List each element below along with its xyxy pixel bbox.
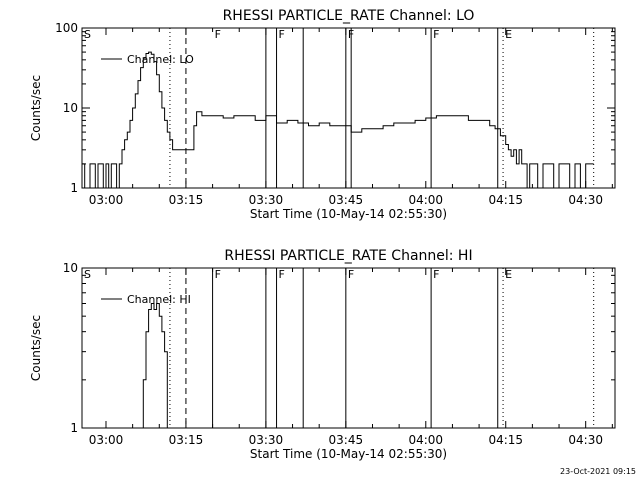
chart-title: RHESSI PARTICLE_RATE Channel: LO [223,8,475,24]
flag-label: F [279,28,285,41]
event-markers [169,268,595,428]
x-axis-title: Start Time (10-May-14 02:55:30) [250,207,447,221]
flag-label: S [84,268,91,281]
plot-frame [81,267,616,429]
flag-label: E [505,268,512,281]
series-line-1 [140,303,170,429]
y-axis-title: Counts/sec [29,75,43,141]
flag-label: F [433,268,439,281]
x-tick-label: 04:30 [568,193,603,207]
x-tick-label: 04:00 [408,433,443,447]
y-tick-label: 100 [55,21,78,35]
x-tick-label: 03:45 [329,193,364,207]
event-markers [169,28,595,188]
generation-timestamp: 23-Oct-2021 09:15 [560,467,636,476]
series-line-1 [82,51,594,189]
legend-label: Channel: LO [127,53,194,66]
flag-label: F [348,268,354,281]
x-axis-title: Start Time (10-May-14 02:55:30) [250,447,447,461]
y-tick-label: 10 [63,101,78,115]
x-tick-label: 03:45 [329,433,364,447]
x-tick-label: 03:30 [249,433,284,447]
y-axis-title: Counts/sec [29,315,43,381]
chart-title: RHESSI PARTICLE_RATE Channel: HI [224,248,472,264]
flag-label: E [505,28,512,41]
chart-panel-2: RHESSI PARTICLE_RATE Channel: HI 03:00 03:… [29,248,616,461]
flag-label: F [433,28,439,41]
y-tick-label: 1 [70,181,78,195]
y-tick-label: 1 [70,421,78,435]
x-tick-label: 03:15 [169,433,204,447]
flag-label: S [84,28,91,41]
x-tick-label: 03:00 [89,193,124,207]
flag-label: F [348,28,354,41]
x-tick-label: 03:15 [169,193,204,207]
chart-panel-1: RHESSI PARTICLE_RATE Channel: LO 03:00 03:… [29,8,616,221]
x-tick-label: 04:30 [568,433,603,447]
y-tick-label: 10 [63,261,78,275]
flag-label: F [215,28,221,41]
x-tick-label: 03:00 [89,433,124,447]
x-tick-label: 04:00 [408,193,443,207]
flag-label: F [279,268,285,281]
flag-label: F [215,268,221,281]
x-tick-label: 03:30 [249,193,284,207]
legend-label: Channel: HI [127,293,191,306]
x-tick-label: 04:15 [488,433,523,447]
x-tick-label: 04:15 [488,193,523,207]
